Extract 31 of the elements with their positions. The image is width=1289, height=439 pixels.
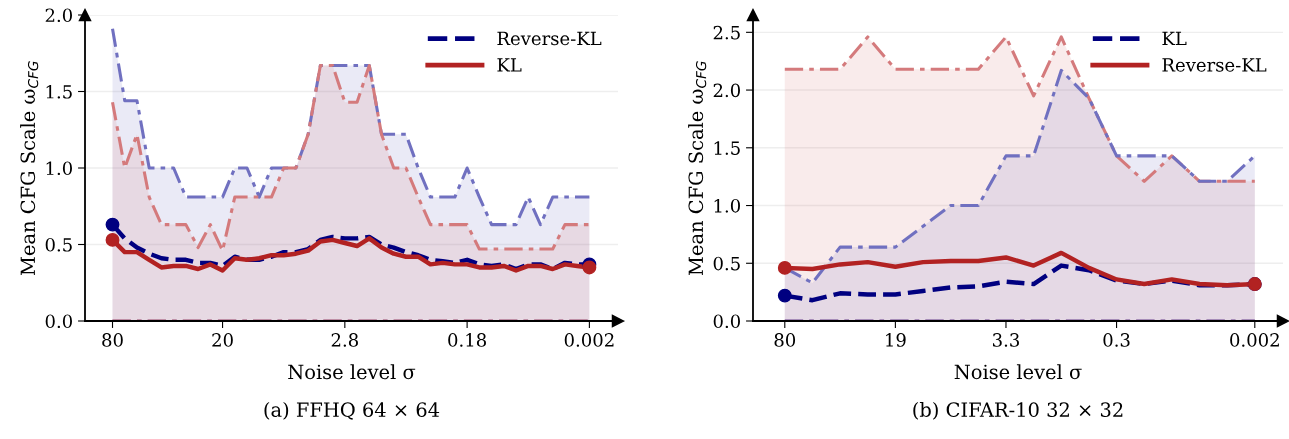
x-tick-label: 2.8	[331, 333, 358, 347]
y-tick-label: 0.5	[45, 237, 72, 252]
y-tick-label: 2.0	[713, 83, 740, 98]
x-tick-label: 3.3	[992, 333, 1019, 347]
y-tick-label: 1.0	[46, 161, 72, 176]
y-tick-label: 2.0	[45, 8, 72, 23]
y-axis-title: Mean CFG Scale ω$_{CFG}$	[688, 61, 707, 276]
y-tick-label: 1.5	[714, 141, 740, 155]
legend-label: Reverse-KL	[1162, 58, 1267, 72]
y-tick-label: 2.5	[713, 25, 740, 40]
text: (b) CIFAR-10 32 × 32	[913, 401, 1123, 420]
x-tick-label: 0.3	[1103, 333, 1130, 347]
y-tick-label: 1.5	[46, 84, 72, 99]
x-tick-label: 80	[774, 333, 796, 347]
y-axis-title: Mean CFG Scale ω$_{CFG}$	[20, 61, 39, 276]
x-axis-title: Noise level σ	[954, 364, 1082, 380]
y-tick-label: 0.0	[45, 314, 72, 329]
x-tick-label: 80	[102, 333, 123, 347]
x-tick-label: 20	[212, 333, 233, 347]
x-tick-label: 0.002	[1230, 333, 1279, 347]
y-tick-label: 1.0	[714, 198, 740, 213]
legend-label: KL	[1162, 31, 1187, 45]
legend-label: Reverse-KL	[497, 31, 602, 46]
x-tick-label: 0.002	[564, 333, 614, 347]
x-tick-label: 0.18	[448, 333, 486, 347]
y-tick-label: 0.0	[713, 314, 740, 329]
legend-label: KL	[497, 58, 522, 72]
x-tick-label: 19	[886, 333, 906, 347]
x-axis-title: Noise level σ	[288, 364, 416, 380]
text: (a) FFHQ 64 × 64	[264, 401, 440, 420]
y-tick-label: 0.5	[713, 256, 740, 271]
